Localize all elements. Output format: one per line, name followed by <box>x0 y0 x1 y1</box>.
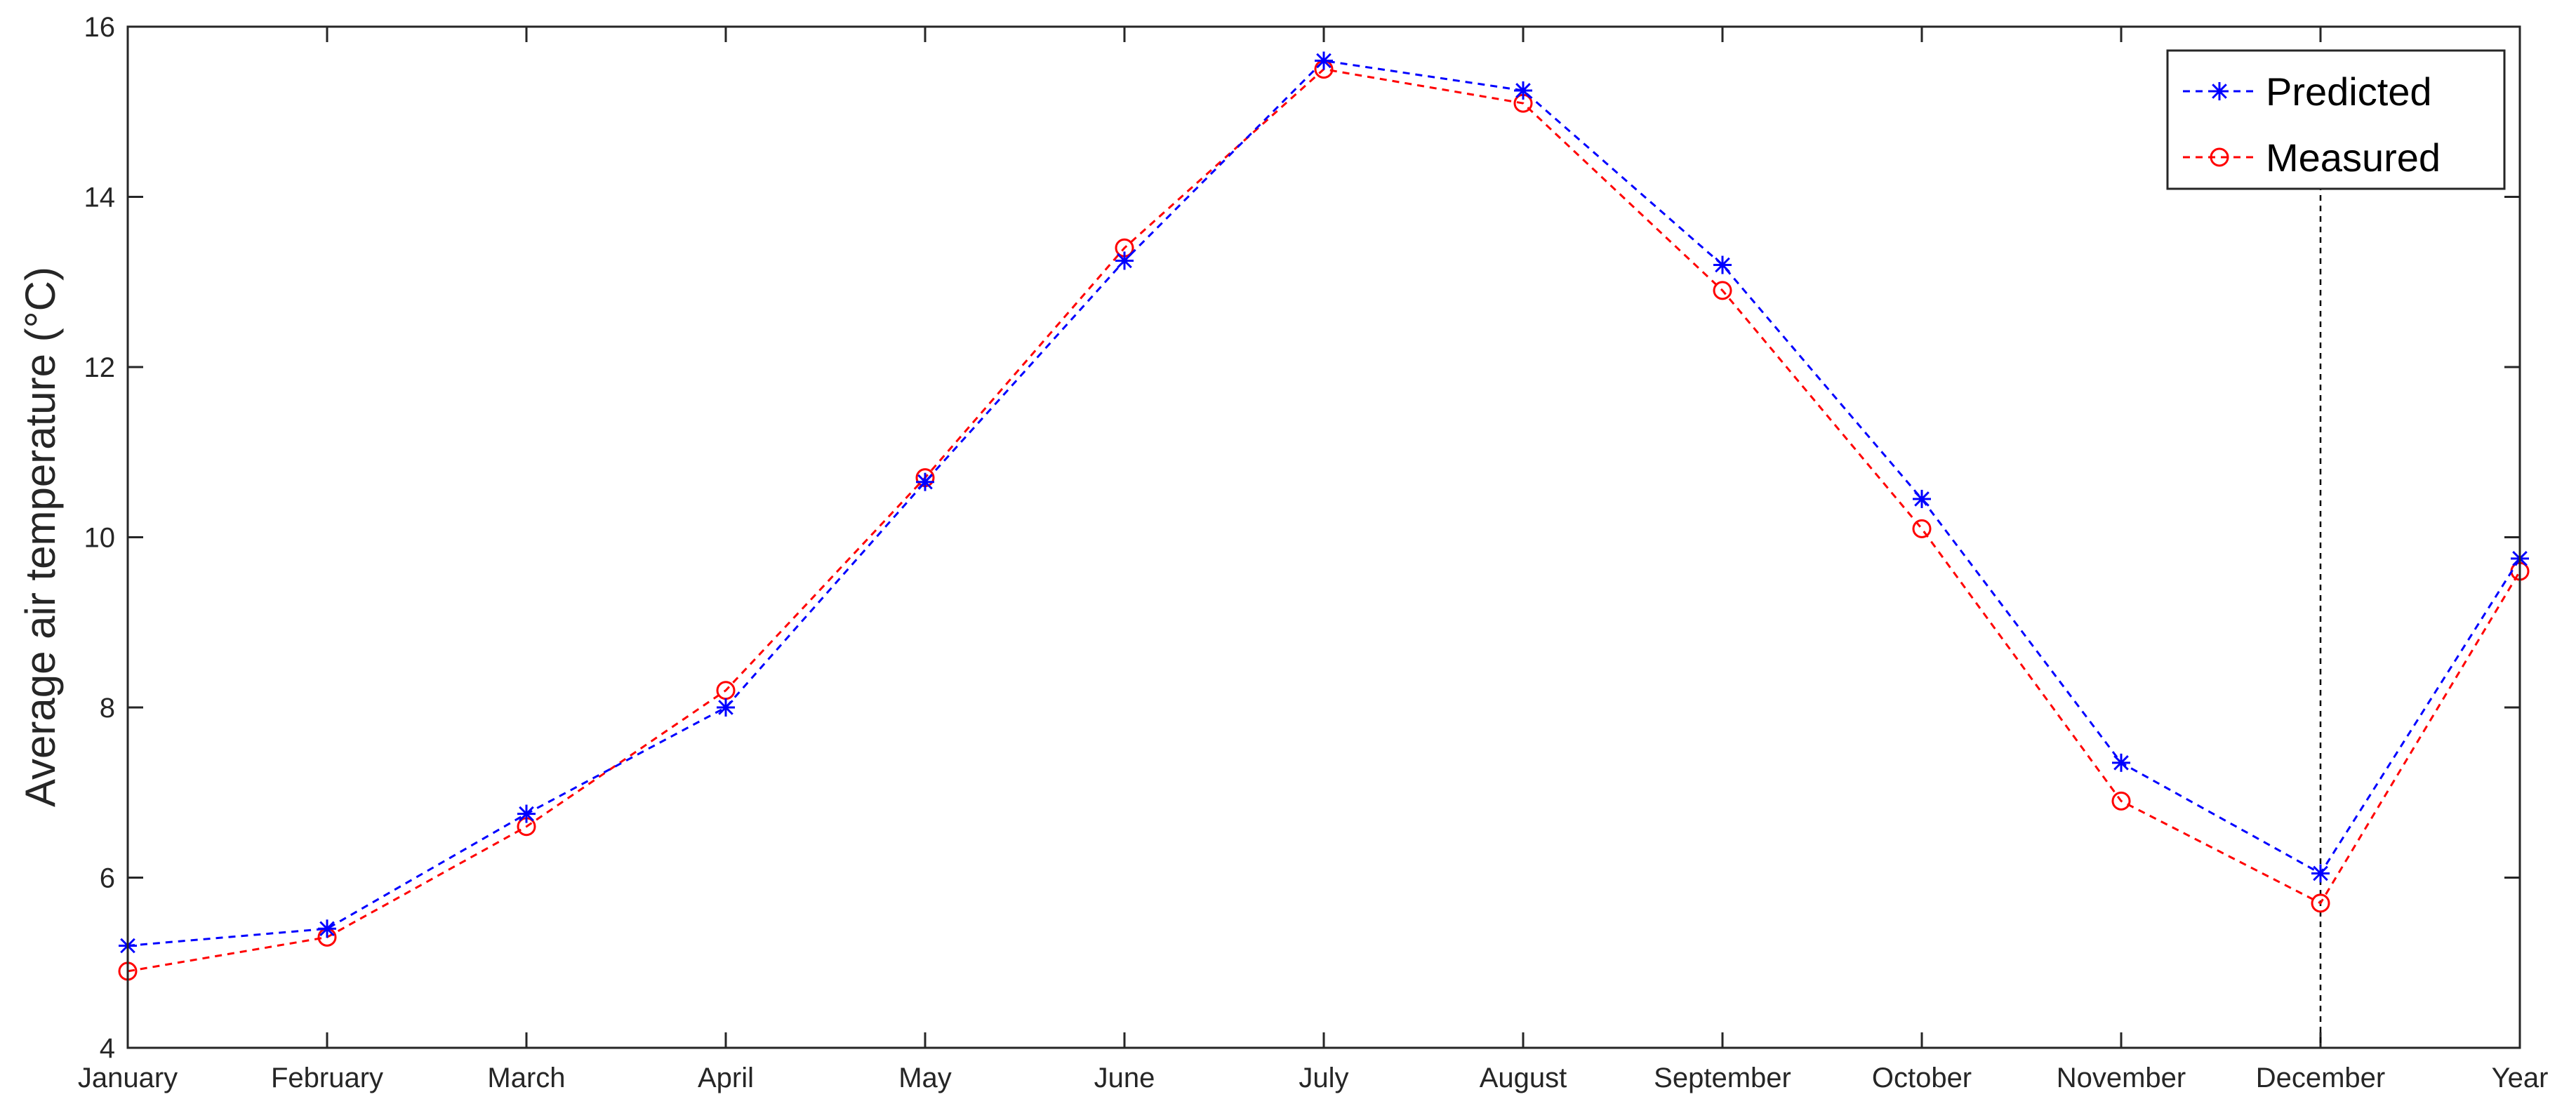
point-predicted <box>1913 489 1931 508</box>
legend-marker-predicted <box>2210 82 2229 100</box>
x-tick-label: August <box>1480 1063 1567 1093</box>
y-axis-title: Average air temperature (°C) <box>17 267 64 807</box>
point-predicted <box>1713 255 1732 274</box>
y-tick-label: 12 <box>84 352 116 383</box>
y-tick-label: 10 <box>84 523 116 554</box>
legend-marker-predicted-icon <box>2210 82 2229 100</box>
point-predicted <box>2112 753 2130 772</box>
legend: Predicted Measured <box>2166 49 2506 190</box>
point-measured <box>2311 893 2330 913</box>
plot-area <box>128 27 2520 1048</box>
point-predicted <box>517 804 536 823</box>
legend-label-predicted: Predicted <box>2266 69 2432 114</box>
point-measured <box>1713 281 1732 300</box>
legend-box <box>2166 49 2506 190</box>
point-predicted <box>2311 864 2330 883</box>
x-axis-ticks: January February March April May June July Augu… <box>78 27 2549 1093</box>
point-predicted <box>318 919 336 938</box>
y-tick-label: 4 <box>100 1033 115 1064</box>
point-predicted <box>916 472 934 491</box>
point-measured <box>2111 791 2131 811</box>
x-tick-label: January <box>78 1063 178 1093</box>
point-predicted <box>1115 251 1134 270</box>
x-tick-label: March <box>487 1063 565 1093</box>
legend-marker-measured-icon <box>2210 147 2229 167</box>
x-tick-label: February <box>271 1063 383 1093</box>
legend-label-measured: Measured <box>2266 135 2441 180</box>
y-tick-label: 16 <box>84 12 116 43</box>
x-tick-label: November <box>2057 1063 2186 1093</box>
x-tick-label: June <box>1094 1063 1155 1093</box>
x-tick-label: April <box>698 1063 754 1093</box>
point-measured <box>1912 519 1932 538</box>
point-predicted <box>717 698 735 717</box>
y-tick-label: 6 <box>100 863 115 894</box>
y-tick-label: 8 <box>100 693 115 724</box>
x-tick-label: October <box>1872 1063 1972 1093</box>
x-tick-label: December <box>2256 1063 2386 1093</box>
x-tick-label: July <box>1299 1063 1348 1093</box>
x-tick-label: Year <box>2492 1063 2549 1093</box>
point-predicted <box>1514 81 1532 100</box>
x-tick-label: September <box>1654 1063 1791 1093</box>
x-tick-label: May <box>898 1063 952 1093</box>
y-axis-ticks: 4 6 8 10 12 14 16 <box>84 12 2520 1064</box>
y-tick-label: 14 <box>84 182 116 213</box>
legend-marker-measured <box>2210 147 2229 167</box>
point-predicted <box>1315 51 1333 70</box>
plot-frame <box>126 25 2521 1049</box>
